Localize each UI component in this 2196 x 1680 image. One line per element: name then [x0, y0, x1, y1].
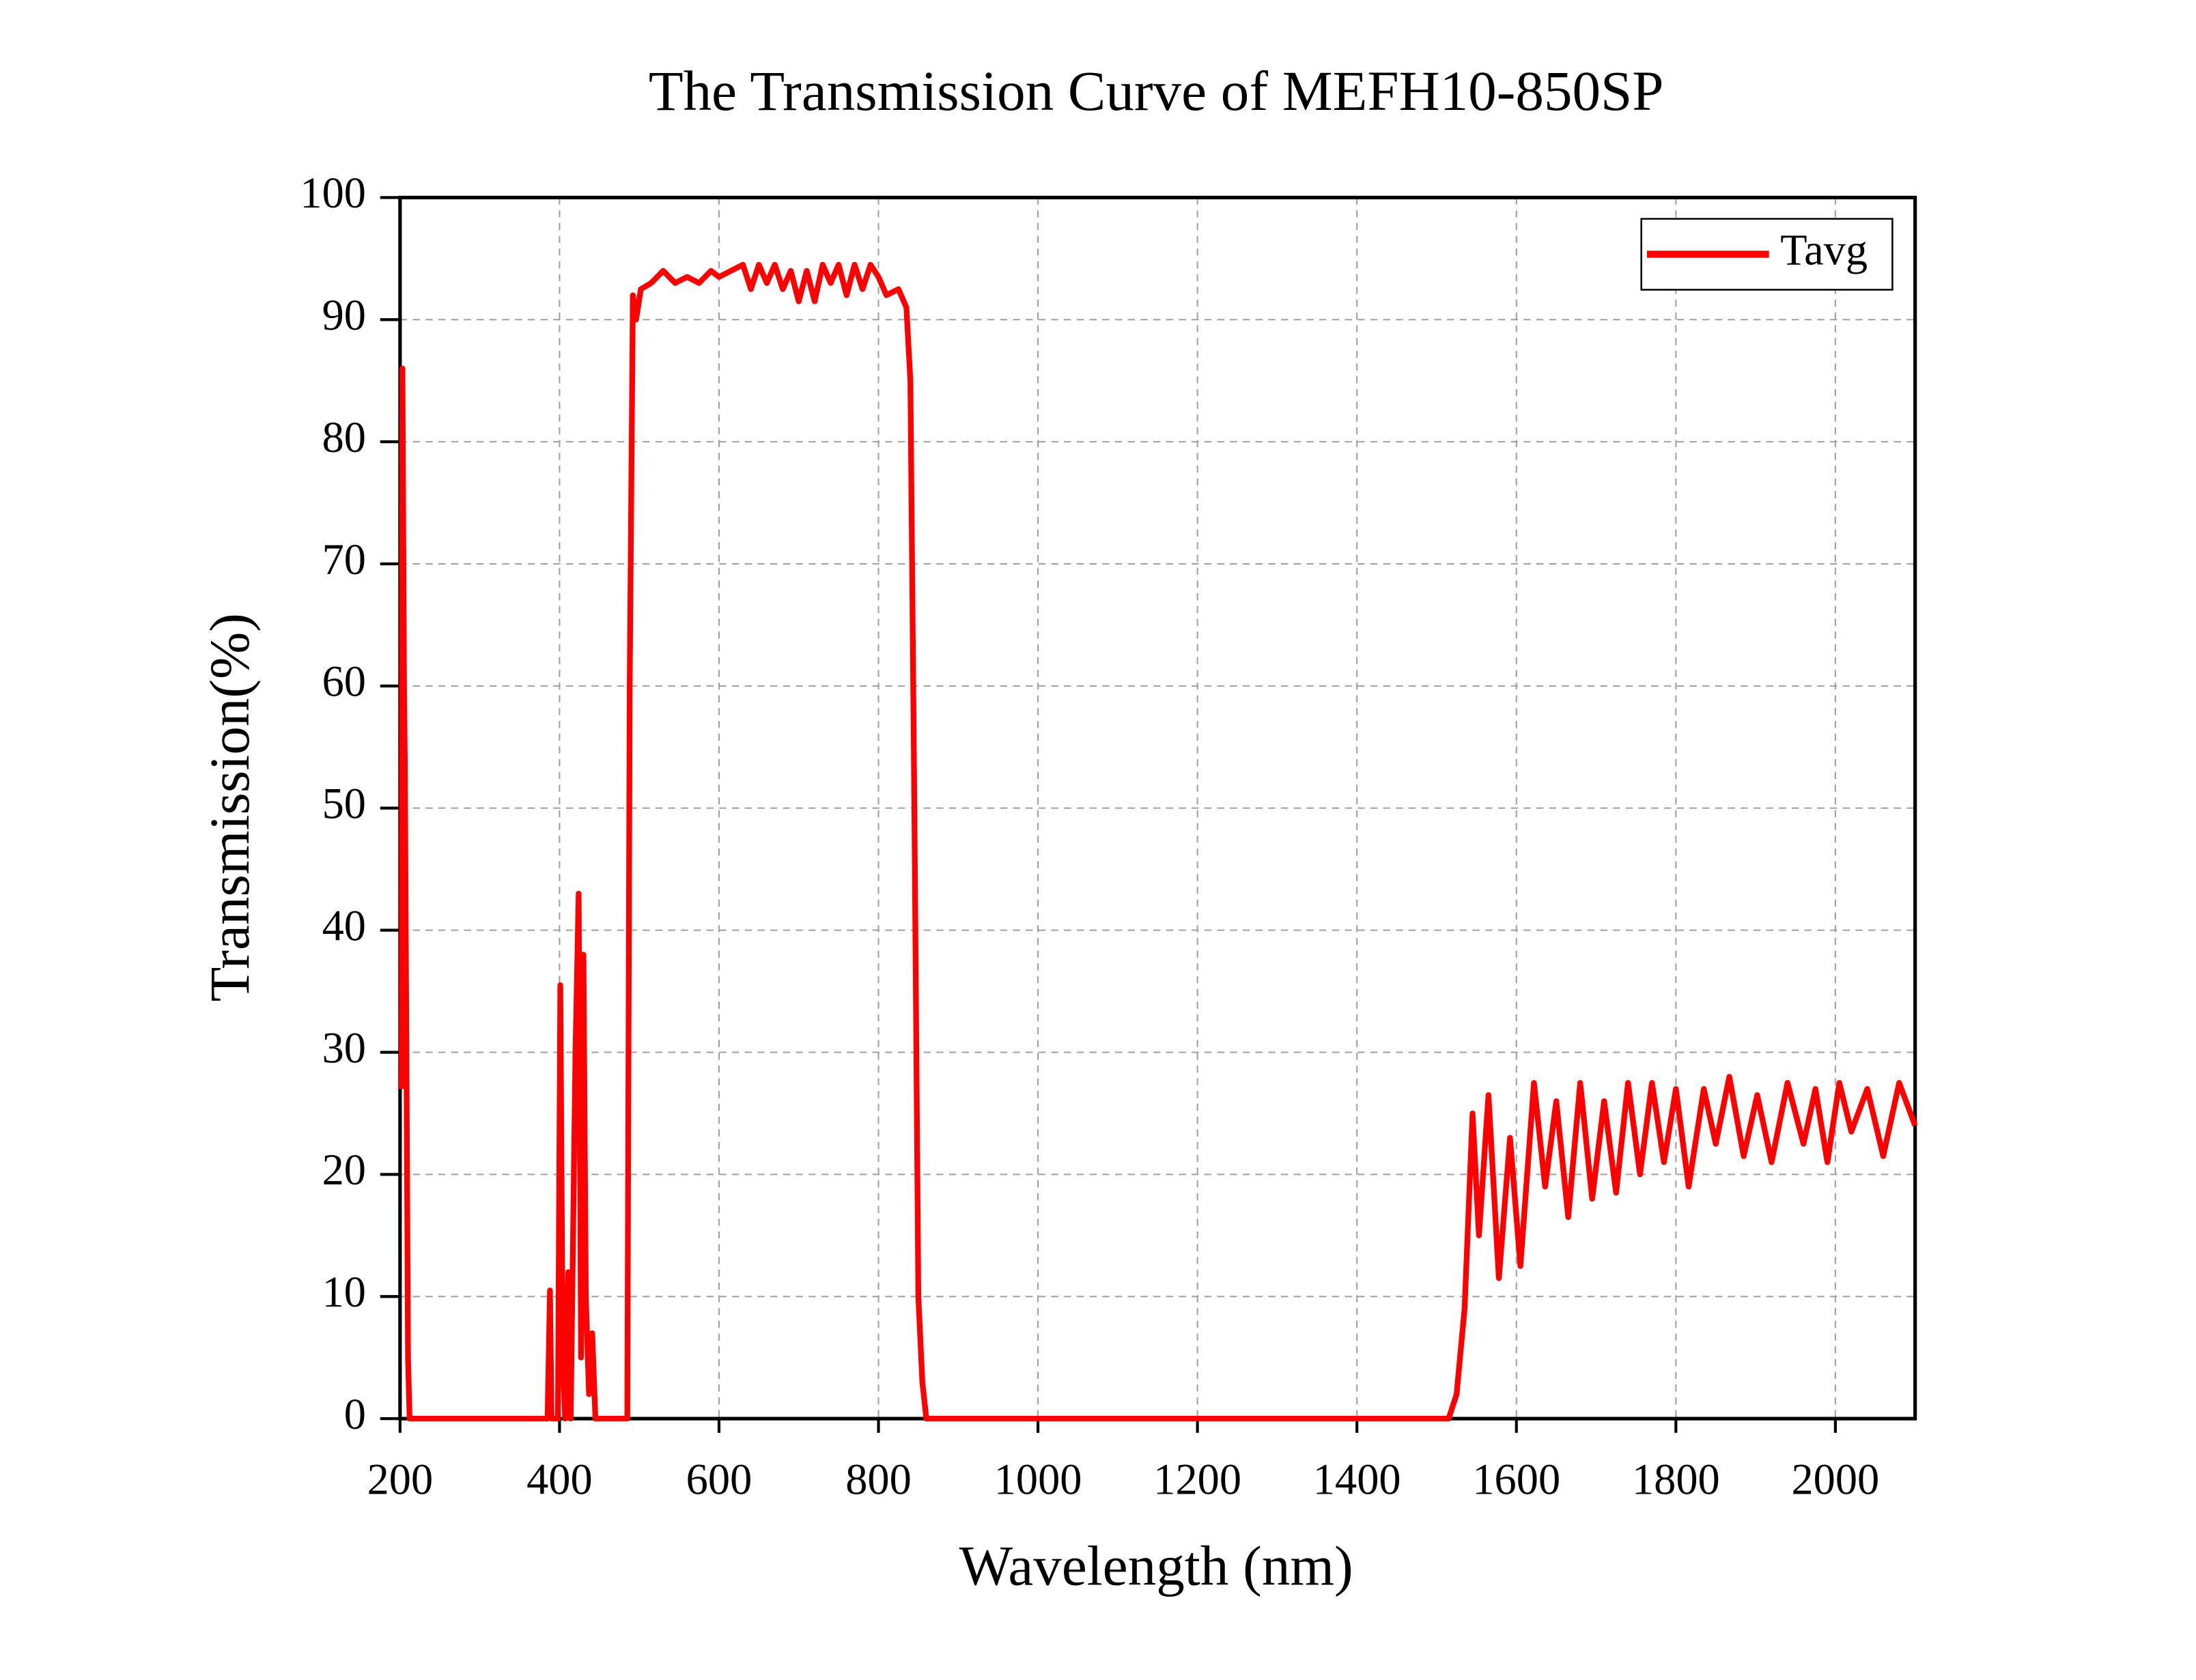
x-tick-label: 1400 — [1313, 1455, 1401, 1503]
x-tick-label: 200 — [367, 1455, 434, 1503]
y-tick-label: 40 — [322, 901, 366, 950]
x-tick-label: 600 — [686, 1455, 752, 1503]
y-tick-label: 30 — [322, 1023, 366, 1072]
y-axis-label: Transmission(%) — [198, 613, 261, 1001]
y-tick-label: 50 — [322, 780, 366, 828]
y-tick-label: 100 — [300, 169, 366, 217]
x-tick-label: 1800 — [1632, 1455, 1720, 1503]
x-tick-label: 1200 — [1153, 1455, 1241, 1503]
legend-label: Tavg — [1780, 225, 1868, 274]
x-tick-label: 800 — [845, 1455, 912, 1503]
y-tick-label: 70 — [322, 535, 366, 584]
series-line — [399, 261, 1918, 1422]
y-tick-label: 80 — [322, 413, 366, 461]
x-tick-label: 1600 — [1472, 1455, 1560, 1503]
x-axis-label: Wavelength (nm) — [959, 1535, 1353, 1597]
y-tick-label: 0 — [344, 1390, 366, 1438]
chart-title: The Transmission Curve of MEFH10-850SP — [649, 59, 1664, 122]
y-tick-label: 90 — [322, 291, 366, 339]
y-tick-label: 60 — [322, 657, 366, 706]
y-tick-label: 10 — [322, 1268, 366, 1316]
x-tick-label: 400 — [526, 1455, 593, 1503]
x-tick-label: 2000 — [1791, 1455, 1879, 1503]
x-tick-label: 1000 — [994, 1455, 1082, 1503]
y-tick-label: 20 — [322, 1145, 366, 1194]
